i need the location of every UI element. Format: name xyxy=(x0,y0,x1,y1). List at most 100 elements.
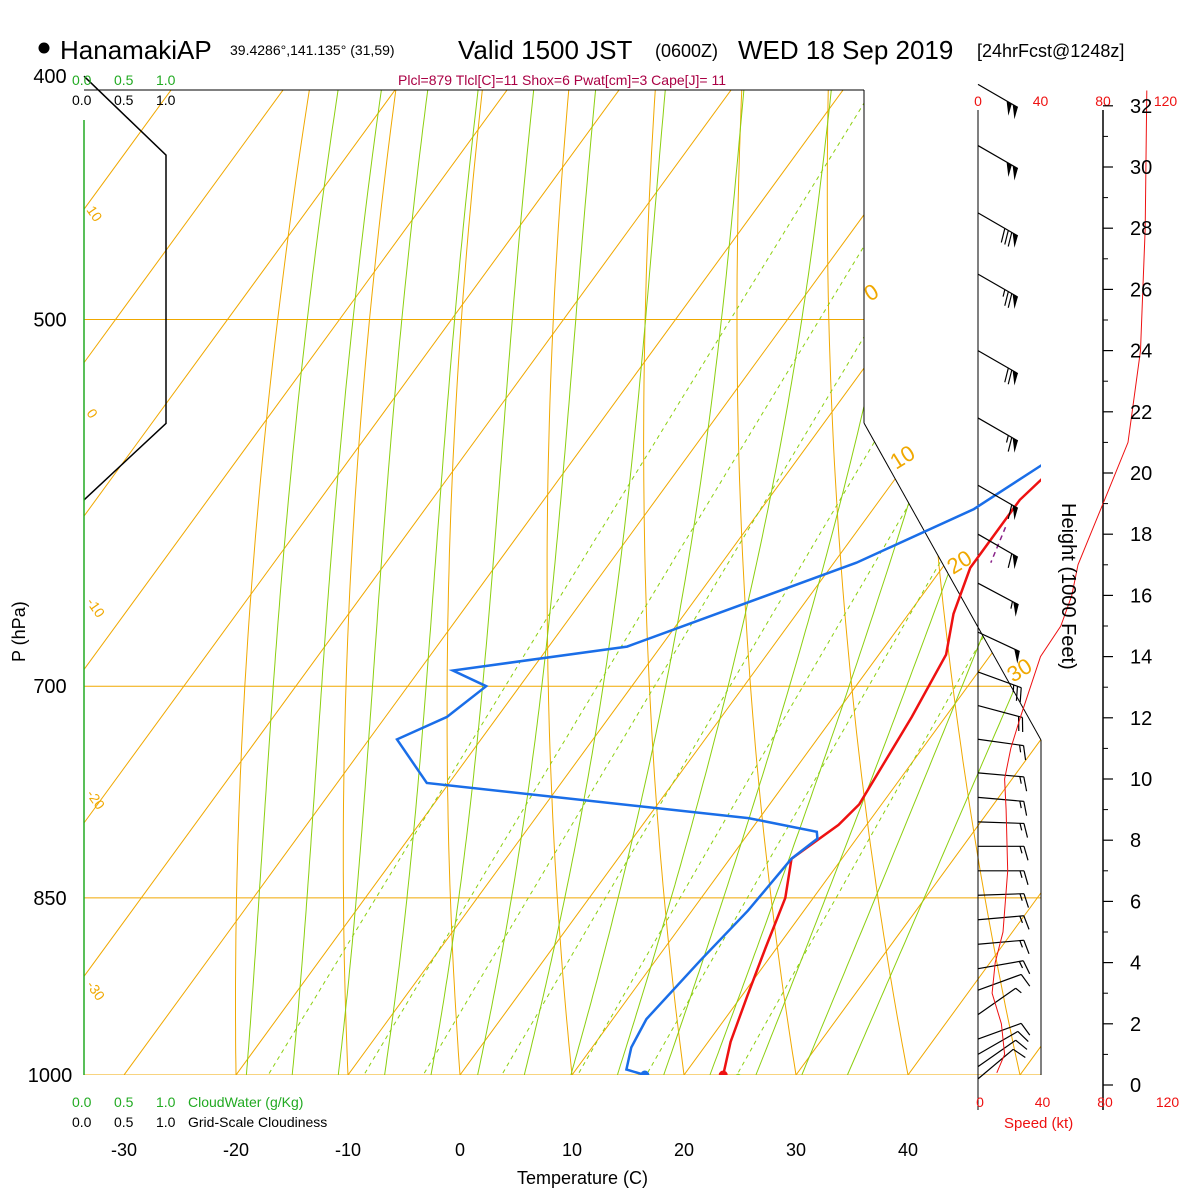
pressure-tick-label: 1000 xyxy=(28,1065,73,1087)
valid-date: WED 18 Sep 2019 xyxy=(738,35,953,65)
cloudiness-line xyxy=(83,75,167,501)
wind-barb-pennant xyxy=(1006,162,1012,177)
x-tick-label: 10 xyxy=(562,1140,582,1160)
mixing-ratio-line xyxy=(391,90,1022,1075)
isotherm xyxy=(84,90,476,1075)
moist-adiabat xyxy=(331,90,526,1075)
wind-barb xyxy=(977,631,1020,664)
height-tick-label: 32 xyxy=(1130,96,1152,118)
wind-barb-feather xyxy=(1019,687,1022,703)
wind-barb-feather xyxy=(1000,228,1006,243)
wind-barb-half-feather xyxy=(1019,870,1023,878)
wind-barb-shaft xyxy=(977,83,1019,108)
x-tick-label: 40 xyxy=(898,1140,918,1160)
wind-barb-feather xyxy=(1023,776,1028,792)
wind-barb xyxy=(977,350,1019,386)
isotherm xyxy=(84,90,1036,1075)
cloud-axis-label: 0.5 xyxy=(114,1094,134,1110)
dry-adiabat xyxy=(826,90,919,1075)
moist-adiabat xyxy=(420,90,618,1075)
wind-barb-shaft xyxy=(977,987,1017,1016)
wind-barb-feather xyxy=(1004,291,1009,306)
wind-barb-half-feather xyxy=(1002,289,1006,297)
moist-adiabat xyxy=(689,90,1041,1075)
wind-barb xyxy=(977,1022,1031,1040)
dry-adiabat xyxy=(235,90,422,1075)
speed-tick-label: 0 xyxy=(976,1094,984,1110)
isotherm xyxy=(84,90,700,1075)
theta-label: 0 xyxy=(859,279,883,307)
wind-barb xyxy=(977,582,1019,617)
wind-barb xyxy=(977,915,1030,930)
wind-barb-pennant xyxy=(1013,601,1019,617)
pressure-tick-label: 700 xyxy=(33,676,66,698)
isotherm xyxy=(420,90,1041,1075)
wind-barb-half-feather xyxy=(1019,940,1024,948)
dry-adiabat xyxy=(736,90,806,1075)
wind-barb xyxy=(977,704,1024,733)
mixing-ratio-label: 1 xyxy=(259,1076,275,1091)
wind-barb xyxy=(977,671,1022,703)
moist-adiabat xyxy=(555,90,806,1075)
height-tick-label: 24 xyxy=(1130,341,1152,363)
wind-barb xyxy=(977,417,1019,453)
wind-barb-shaft xyxy=(977,533,1019,558)
speed-tick-label: 120 xyxy=(1154,93,1178,109)
height-tick-label: 30 xyxy=(1130,157,1152,179)
wind-barb xyxy=(977,1030,1029,1055)
speed-profile xyxy=(991,90,1148,1073)
station-coords: 39.4286°,141.135° (31,59) xyxy=(230,42,395,58)
wind-barb-feather xyxy=(1023,893,1030,908)
dry-adiabat xyxy=(446,90,571,1075)
speed-axis-label: Speed (kt) xyxy=(1004,1115,1073,1132)
speed-tick-label: 0 xyxy=(974,93,982,109)
valid-time: Valid 1500 JST xyxy=(458,35,633,65)
wind-barb xyxy=(977,1039,1028,1068)
wind-barb xyxy=(977,987,1022,1016)
temperature-surface-point xyxy=(718,1070,728,1075)
wind-barb xyxy=(977,83,1019,120)
wind-barb xyxy=(977,893,1030,908)
wind-barb xyxy=(977,973,1031,991)
wind-barb-shaft xyxy=(977,582,1019,606)
cloud-axis-label: 0.5 xyxy=(114,72,134,88)
wind-barb xyxy=(977,738,1027,761)
height-tick-label: 22 xyxy=(1130,402,1152,424)
wind-barb-pennant xyxy=(1006,100,1012,116)
isotherm xyxy=(84,90,924,1075)
wind-barb-pennant xyxy=(1012,505,1018,521)
dewpoint-surface-point xyxy=(640,1070,650,1075)
parcel-line xyxy=(990,526,1007,563)
wind-barb xyxy=(977,145,1019,181)
cloud-axis-label: 0.0 xyxy=(72,1114,92,1130)
wind-barb-feather xyxy=(1023,801,1028,816)
height-tick-label: 10 xyxy=(1130,769,1152,791)
x-tick-label: -20 xyxy=(223,1140,249,1160)
isotherm-lines xyxy=(84,90,1041,1075)
wind-barb-pennant xyxy=(1012,370,1018,386)
height-tick-label: 14 xyxy=(1130,647,1152,669)
mixing-ratio-line xyxy=(331,90,969,1075)
height-tick-label: 12 xyxy=(1130,708,1152,730)
wind-barb-shaft xyxy=(977,796,1024,802)
wind-barb-feather xyxy=(1020,1023,1031,1036)
wind-barb xyxy=(977,960,1031,975)
mixing-ratio-label: 2 xyxy=(355,1076,371,1091)
wind-barb xyxy=(977,484,1019,521)
isotherm-label: -30 xyxy=(84,978,109,1004)
wind-barb-shaft xyxy=(977,350,1019,375)
temperature-line xyxy=(721,478,1041,1075)
wind-barb-half-feather xyxy=(1019,893,1023,901)
wind-barb-half-feather xyxy=(1019,776,1022,784)
wind-barb-half-feather xyxy=(1018,744,1022,753)
height-tick-label: 0 xyxy=(1130,1075,1141,1097)
mixing-ratio-line xyxy=(470,90,1041,1075)
speed-tick-label: 80 xyxy=(1095,93,1111,109)
cloud-axis-label: 1.0 xyxy=(156,1094,176,1110)
isotherm xyxy=(84,90,140,1075)
wind-barb-feather xyxy=(1023,846,1029,861)
moist-adiabat xyxy=(823,90,1041,1075)
isotherm-label: -20 xyxy=(84,787,109,813)
wind-barb-shaft xyxy=(977,1022,1022,1040)
